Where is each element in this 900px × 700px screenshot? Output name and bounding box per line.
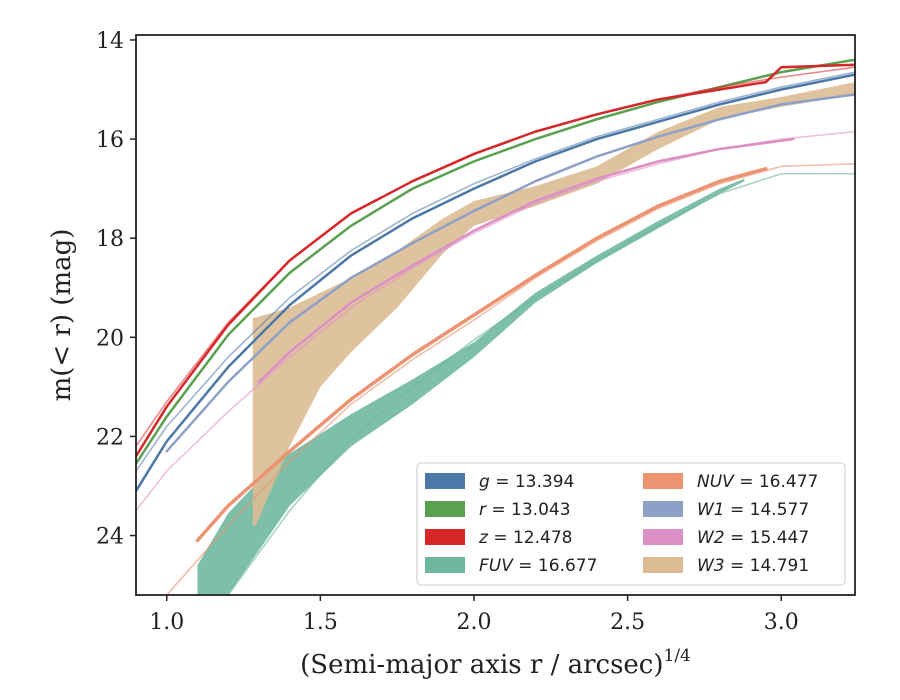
legend-box <box>416 462 846 586</box>
legend-entry-label: r = 13.043 <box>479 500 571 520</box>
series-band-w3 <box>252 82 855 526</box>
y-tick-label: 24 <box>96 525 124 550</box>
series-line-nuv-faint <box>165 163 855 595</box>
axes: 1.0 1.5 2.0 2.5 3.0 14 16 18 20 22 24 <box>96 29 856 635</box>
x-tick-label: 2.0 <box>456 610 491 635</box>
plot-area <box>136 58 855 595</box>
x-tick-label: 1.5 <box>303 610 338 635</box>
series-line-g-faint <box>136 71 855 472</box>
legend-swatch <box>643 501 683 517</box>
legend-swatch <box>425 473 465 489</box>
legend-entry-label: z = 12.478 <box>478 528 572 548</box>
legend-swatch <box>425 557 465 573</box>
series-line-g <box>136 73 855 493</box>
x-tick-label: 3.0 <box>764 610 799 635</box>
legend-swatch <box>643 529 683 545</box>
legend-entry-label: g = 13.394 <box>479 472 574 492</box>
axes-frame <box>135 34 856 596</box>
legend: g = 13.394 r = 13.043 z = 12.478 FUV = 16.6… <box>416 462 846 586</box>
legend-swatch <box>643 473 683 489</box>
x-axis-label: (Semi-major axis r / arcsec)1/4 <box>300 646 691 680</box>
y-tick-label: 18 <box>96 227 124 252</box>
y-tick-label: 20 <box>96 326 124 351</box>
x-tick-label: 2.5 <box>610 610 645 635</box>
series-line-w2 <box>257 137 795 384</box>
legend-swatch <box>425 501 465 517</box>
y-tick-label: 14 <box>96 29 124 54</box>
y-tick-label: 22 <box>96 425 124 450</box>
series-line-w1 <box>165 93 855 453</box>
series-line-fuv-faint <box>227 172 855 595</box>
legend-entry-label: W1 = 14.577 <box>697 500 809 520</box>
y-tick-label: 16 <box>96 128 124 153</box>
series-band-fuv <box>197 178 745 595</box>
legend-entry-label: FUV = 16.677 <box>479 556 597 576</box>
x-tick-label: 1.0 <box>149 610 184 635</box>
series-line-r <box>136 58 855 465</box>
legend-entry-label: W3 = 14.791 <box>697 556 809 576</box>
x-axis-label-main: (Semi-major axis r / arcsec) <box>300 650 663 680</box>
legend-entry-label: NUV = 16.477 <box>697 472 818 492</box>
y-axis-label: m(< r) (mag) <box>47 229 77 402</box>
legend-swatch <box>425 529 465 545</box>
series-line-nuv <box>195 167 768 543</box>
series-line-z-faint <box>136 66 855 448</box>
series-line-w2-faint <box>136 130 855 512</box>
legend-swatch <box>643 557 683 573</box>
legend-entry-label: W2 = 15.447 <box>697 528 809 548</box>
x-axis-label-exponent: 1/4 <box>664 646 691 666</box>
